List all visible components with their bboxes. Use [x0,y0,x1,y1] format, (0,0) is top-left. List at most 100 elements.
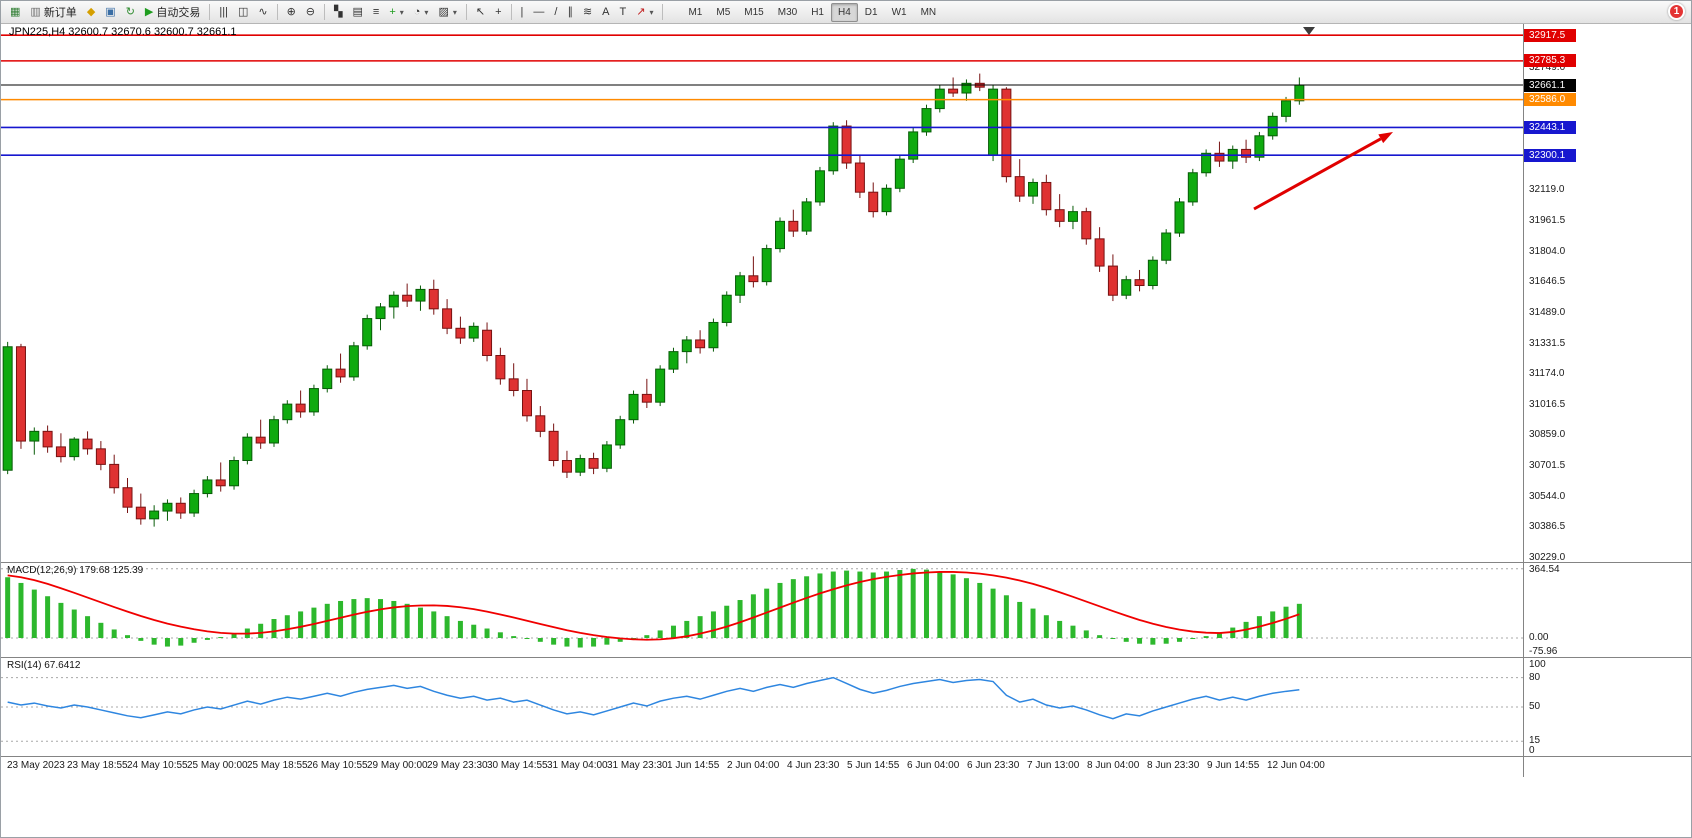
candle-body [948,88,959,94]
indicators-button[interactable]: + ▾ [384,2,408,22]
macd-axis-tick: -75.96 [1529,646,1558,657]
candle-body [601,444,612,469]
arrow-annotation-head[interactable] [1378,132,1393,144]
notification-badge[interactable]: 1 [1668,3,1685,20]
candle-body [69,438,80,458]
candle-body [1174,201,1185,234]
trendline-button[interactable]: / [549,2,562,22]
macd-histogram-bar [830,571,836,639]
macd-histogram-bar [657,630,663,639]
candlestick-chart-button[interactable]: ◫ [233,2,253,22]
data-window-button[interactable]: ▤ [347,2,367,22]
tile-windows-icon: ▚ [334,5,343,18]
zoom-out-button[interactable]: ⊖ [301,2,320,22]
account-button[interactable]: ▣ [100,2,120,22]
candle-body [42,430,53,448]
indicators-icon: + [389,5,396,18]
macd-histogram-bar [1190,638,1196,640]
timeframe-m30[interactable]: M30 [777,6,798,18]
candle-body [362,318,373,347]
toolbar-buttons: ▦ ▥ 新订单 ◆ ▣ ↻ ▶ 自动交易 ||| ◫ ∿ ⊕ ⊖ ▚ ▤ ≡ + ▾ ◔ ▾ ▨ ▾ ↖ + | — / ∥ ≋ A T ↗ ▾ [5,2,667,22]
candle-body [615,419,626,446]
tile-windows-button[interactable]: ▚ [329,2,347,22]
line-chart-button[interactable]: ∿ [253,2,272,22]
navigator-button[interactable]: ≡ [368,2,384,22]
candle-body [548,430,559,462]
macd-histogram-bar [1270,611,1276,639]
chart-shift-marker [1303,27,1315,35]
crosshair-button[interactable]: + [490,2,506,22]
sound-alert-button[interactable]: ◆ [82,2,100,22]
timeframe-m5[interactable]: M5 [716,6,731,18]
text-label-button[interactable]: T [615,2,632,22]
rsi-label: RSI(14) 67.6412 [7,660,81,671]
candle-body [175,502,186,514]
macd-histogram-bar [18,582,24,639]
new-order-button-label: 新订单 [43,7,77,19]
macd-histogram-bar [551,638,557,645]
macd-histogram-bar [1123,638,1129,642]
timeframe-m15[interactable]: M15 [744,6,764,18]
toolbar: ▦ ▥ 新订单 ◆ ▣ ↻ ▶ 自动交易 ||| ◫ ∿ ⊕ ⊖ ▚ ▤ ≡ + ▾ ◔ ▾ ▨ ▾ ↖ + | — / ∥ ≋ A T ↗ ▾… [1,1,1691,24]
refresh-button[interactable]: ↻ [121,2,140,22]
new-order-button[interactable]: ▥ 新订单 [25,2,81,22]
candle-body [255,436,266,444]
refresh-icon: ↻ [125,5,135,18]
autotrading-button[interactable]: ▶ 自动交易 [140,2,205,22]
cursor-icon: ↖ [475,5,486,18]
candle-body [641,393,652,403]
pane-separator[interactable] [1,657,1691,658]
time-axis-label: 4 Jun 23:30 [787,760,840,771]
candle-body [149,510,160,520]
zoom-out-icon: ⊖ [305,5,316,18]
candle-body [1107,265,1118,296]
candle-body [495,355,506,380]
timeframe-w1[interactable]: W1 [891,6,907,18]
macd-histogram-bar [737,600,743,639]
timeframe-h1[interactable]: H1 [811,6,824,18]
candle-body [189,493,200,514]
time-axis[interactable]: 23 May 2023 23 May 18:55 24 May 10:55 25 Ma… [1,757,1691,777]
candle-body [335,368,346,378]
navigator-icon: ≡ [372,5,380,18]
candle-body [1014,176,1025,197]
vertical-line-button[interactable]: | [516,2,529,22]
candle-body [1161,232,1172,261]
cursor-button[interactable]: ↖ [471,2,490,22]
arrows-button[interactable]: ↗ ▾ [631,2,658,22]
candle-body [402,294,413,302]
timeframe-mn[interactable]: MN [920,6,937,18]
price-axis-tick: 31331.5 [1529,337,1566,349]
horizontal-line-button[interactable]: — [528,2,549,22]
pane-separator[interactable] [1,562,1691,563]
new-chart-button[interactable]: ▦ [5,2,25,22]
price-axis[interactable]: 32749.032591.532434.032276.532119.031961… [1523,24,1691,777]
macd-histogram-bar [351,599,357,639]
macd-histogram-bar [990,588,996,639]
timeframe-d1[interactable]: D1 [864,6,878,18]
candle-body [1254,135,1265,158]
templates-button[interactable]: ▨ ▾ [433,2,461,22]
candle-body [268,419,279,444]
candle-body [1094,238,1105,267]
channel-button[interactable]: ∥ [562,2,578,22]
fibonacci-button[interactable]: ≋ [578,2,597,22]
periods-button[interactable]: ◔ ▾ [409,2,434,22]
timeframe-group: M1 M5 M15 M30 H1 H4 D1 W1 MN [681,2,943,22]
candle-body [868,191,879,213]
timeframe-m1[interactable]: M1 [688,6,703,18]
candle-body [894,158,905,189]
timeframe-h4[interactable]: H4 [830,2,858,22]
zoom-in-button[interactable]: ⊕ [282,2,301,22]
time-axis-label: 6 Jun 04:00 [907,760,960,771]
text-button[interactable]: A [597,2,614,22]
candle-body [55,446,66,458]
time-axis-label: 25 May 18:55 [247,760,308,771]
candle-body [242,436,253,462]
arrow-annotation[interactable] [1253,137,1382,211]
macd-histogram-bar [897,570,903,639]
level-price-badge: 32917.5 [1524,28,1576,42]
bar-chart-button[interactable]: ||| [214,2,233,22]
candle-body [1214,152,1225,162]
macd-histogram-bar [1030,608,1036,639]
